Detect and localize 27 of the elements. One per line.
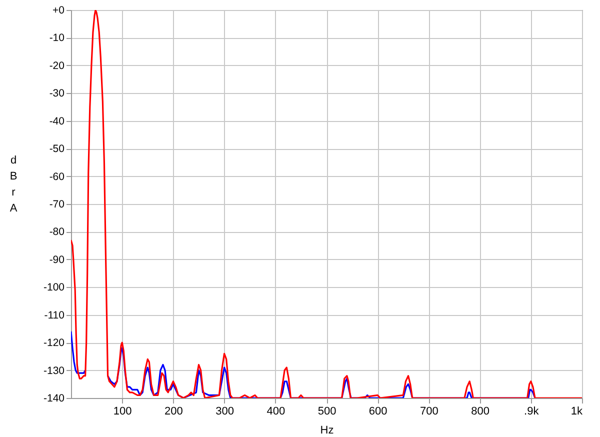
y-tick-label: -10 (49, 32, 65, 44)
x-tick-label: 300 (216, 406, 234, 418)
y-tick-label: -80 (49, 226, 65, 238)
x-tick-label: 100 (113, 406, 132, 418)
y-tick-label: -90 (49, 254, 65, 266)
y-tick-label: +0 (52, 4, 65, 16)
y-tick-label: -60 (49, 170, 65, 183)
y-axis-title: dBr A (10, 154, 18, 214)
x-tick-label: 200 (164, 406, 183, 418)
y-tick-label: -140 (43, 392, 65, 404)
x-tick-label: 700 (420, 406, 438, 418)
x-tick-label: 1k (570, 406, 583, 418)
y-tick-label: -70 (49, 198, 65, 210)
y-tick-label: -130 (43, 364, 65, 377)
x-tick-label: .9k (524, 406, 540, 418)
x-tick-label: 600 (368, 406, 388, 418)
x-axis-title: Hz (320, 424, 334, 436)
y-tick-label: -20 (49, 60, 65, 72)
y-tick-label: -50 (49, 143, 65, 156)
x-tick-label: 400 (266, 406, 286, 418)
y-tick-label: -100 (43, 282, 65, 294)
y-tick-label: -120 (43, 337, 65, 350)
y-tick-label: -110 (44, 309, 65, 322)
x-tick-label: 500 (318, 406, 336, 418)
x-tick-label: 800 (471, 406, 490, 418)
y-tick-label: -30 (49, 88, 65, 100)
y-tick-label: -40 (49, 115, 65, 128)
